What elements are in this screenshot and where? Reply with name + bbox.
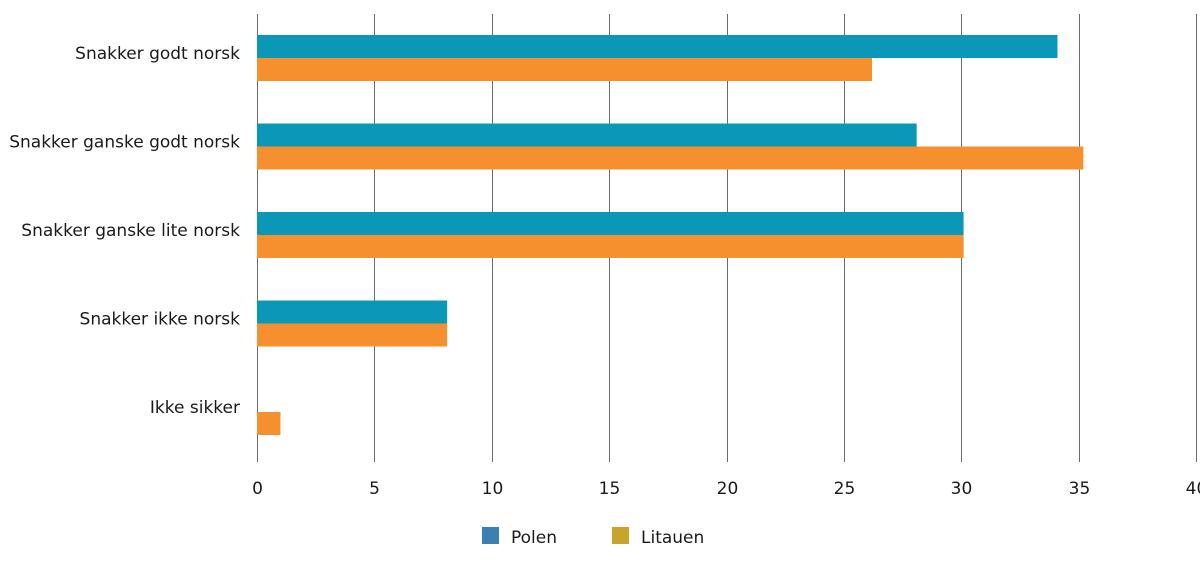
x-tick-label: 0 bbox=[252, 479, 263, 499]
bar-litauen-3 bbox=[257, 323, 448, 347]
bar-polen-3 bbox=[257, 300, 448, 324]
legend-label-polen: Polen bbox=[511, 528, 557, 548]
category-label: Snakker ganske godt norsk bbox=[9, 133, 240, 153]
bar-litauen-4 bbox=[257, 412, 281, 435]
bar-layer bbox=[257, 35, 1084, 435]
legend-label-litauen: Litauen bbox=[641, 528, 704, 548]
x-tick-label: 25 bbox=[834, 479, 856, 499]
category-labels: Snakker godt norsk Snakker ganske godt no… bbox=[9, 44, 240, 418]
bar-polen-1 bbox=[257, 123, 917, 147]
bar-litauen-0 bbox=[257, 58, 873, 81]
legend-swatch-litauen bbox=[612, 527, 629, 544]
x-tick-label: 35 bbox=[1069, 479, 1091, 499]
tick-labels: 0 5 10 15 20 25 30 35 40 bbox=[252, 479, 1200, 499]
category-label: Snakker ikke norsk bbox=[80, 310, 241, 330]
bar-polen-2 bbox=[257, 212, 964, 235]
x-tick-label: 40 bbox=[1186, 479, 1200, 499]
x-tick-label: 30 bbox=[951, 479, 973, 499]
category-label: Ikke sikker bbox=[150, 398, 240, 418]
x-tick-label: 5 bbox=[369, 479, 380, 499]
x-tick-label: 10 bbox=[482, 479, 504, 499]
x-tick-label: 15 bbox=[599, 479, 621, 499]
legend: Polen Litauen bbox=[482, 527, 704, 548]
legend-swatch-polen bbox=[482, 527, 499, 544]
x-tick-label: 20 bbox=[717, 479, 739, 499]
bar-polen-0 bbox=[257, 35, 1058, 58]
category-label: Snakker godt norsk bbox=[75, 44, 240, 64]
category-label: Snakker ganske lite norsk bbox=[21, 221, 240, 241]
bar-litauen-1 bbox=[257, 146, 1084, 170]
bar-litauen-2 bbox=[257, 235, 964, 258]
